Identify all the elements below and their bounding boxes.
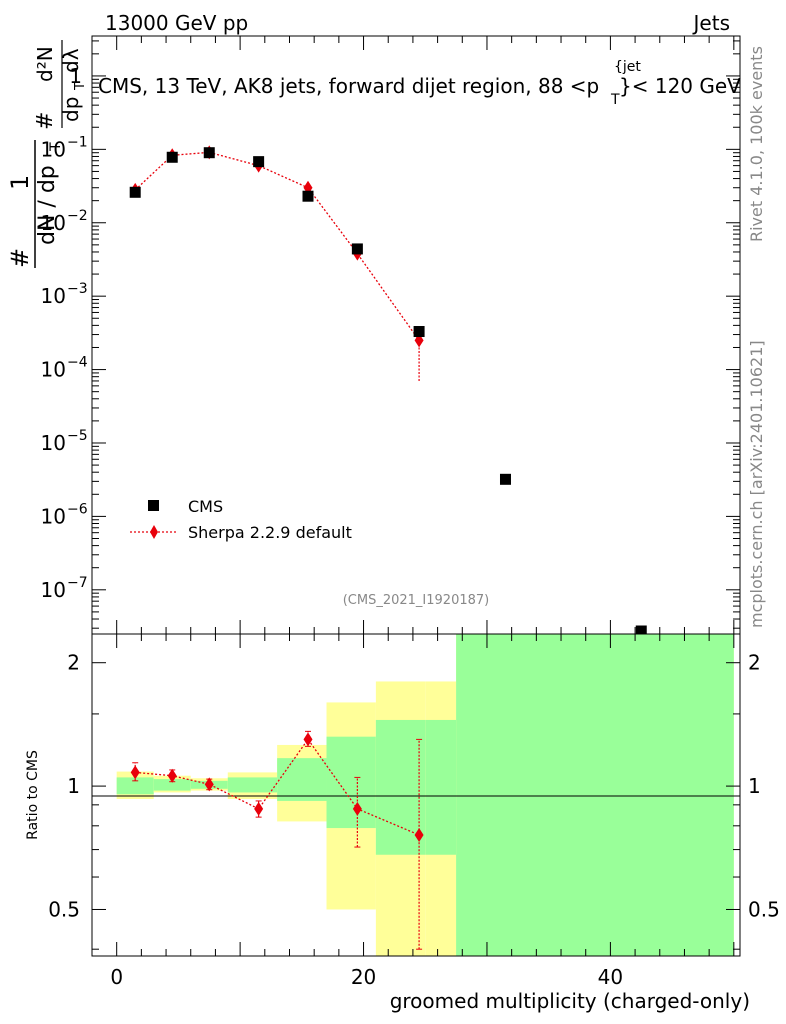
main-ytick-exponent: −2 (67, 208, 88, 224)
ratio-sherpa-point (303, 732, 313, 747)
cms-point (351, 243, 363, 255)
cms-point (302, 190, 314, 202)
cms-point (253, 156, 265, 168)
main-ytick-label: 1 (69, 64, 82, 88)
ratio-stat-band (116, 777, 154, 795)
ratio-stat-band (277, 758, 327, 801)
header-right: Jets (692, 11, 730, 35)
main-ytick-exponent: −1 (67, 134, 88, 150)
plot-title: CMS, 13 TeV, AK8 jets, forward dijet reg… (98, 59, 741, 108)
ratio-ticks: 0.5 0.51 12 20 20 40 (48, 634, 780, 989)
ratio-stat-band (425, 719, 457, 855)
ratio-frame (91, 633, 741, 957)
main-ytick-label: 10 (41, 431, 66, 455)
ratio-stat-band (456, 634, 734, 956)
sherpa-line (134, 151, 420, 341)
ylabel-den: dN / dp (35, 165, 60, 245)
main-ytick-exponent: −4 (67, 355, 88, 371)
legend-sherpa-marker (150, 525, 158, 539)
title-sup: {jet (614, 59, 641, 75)
title-end: }< 120 GeV (619, 74, 741, 98)
cms-point (635, 625, 647, 637)
xtick-label: 20 (351, 965, 376, 989)
title-main: CMS, 13 TeV, AK8 jets, forward dijet reg… (98, 74, 599, 98)
main-ytick-label: 10 (41, 284, 66, 308)
rivet-version-label: Rivet 4.1.0, 100k events (747, 46, 766, 242)
ratio-mc-series (130, 730, 424, 950)
ratio-ytick-label-right: 2 (748, 651, 761, 675)
main-data-series (129, 147, 647, 637)
ratio-ytick-label: 0.5 (48, 897, 80, 921)
main-ytick-label: 10 (41, 137, 66, 161)
main-ytick-label: 10 (41, 358, 66, 382)
main-ytick-exponent: −5 (67, 428, 88, 444)
main-ytick-label: 10 (41, 211, 66, 235)
ratio-sherpa-point (254, 801, 264, 816)
main-ytick-exponent: −6 (67, 501, 88, 517)
cms-point (129, 186, 141, 198)
ylabel-den-sub: T (48, 142, 64, 152)
mcplots-label: mcplots.cern.ch [arXiv:2401.10621] (747, 340, 766, 628)
ylabel-mid-sub: T (73, 82, 88, 91)
main-ytick-label: 10 (41, 504, 66, 528)
cms-point (203, 147, 215, 159)
ylabel-hash2: # (33, 112, 58, 130)
ratio-ytick-label: 1 (67, 774, 80, 798)
ratio-sherpa-point (414, 827, 424, 842)
ratio-ytick-label-right: 0.5 (748, 897, 780, 921)
main-ticks: 110−110−210−310−410−510−610−7 (41, 64, 740, 602)
ratio-y-axis-label: Ratio to CMS (25, 750, 41, 840)
ratio-ytick-label: 2 (67, 651, 80, 675)
ylabel-num-one: 1 (6, 175, 34, 190)
main-mc-series (130, 145, 424, 381)
main-ytick-exponent: −7 (67, 575, 88, 591)
main-ytick-label: 10 (41, 578, 66, 602)
ratio-stat-band (227, 777, 278, 793)
ratio-uncertainty-bands (116, 634, 734, 956)
ylabel-mid: dp (59, 97, 83, 122)
ratio-sherpa-point (204, 777, 214, 792)
ratio-ytick-label-right: 1 (748, 774, 761, 798)
legend-sherpa-label: Sherpa 2.2.9 default (188, 523, 352, 542)
ratio-panel: 0.5 0.51 12 20 20 40 (48, 633, 780, 989)
ratio-sherpa-point (352, 801, 362, 816)
ratio-stat-band (153, 779, 191, 791)
header-left: 13000 GeV pp (105, 11, 248, 35)
main-panel: 110−110−210−310−410−510−610−7 (41, 35, 741, 637)
ratio-sherpa-point (130, 765, 140, 780)
legend: CMS Sherpa 2.2.9 default (130, 497, 352, 542)
main-ytick-exponent: −3 (67, 281, 88, 297)
cms-point (413, 326, 425, 338)
x-axis-label: groomed multiplicity (charged-only) (390, 989, 750, 1013)
ylabel-top-den: dλ (59, 48, 83, 73)
ylabel-top: d²N (33, 46, 57, 82)
main-minor-ticks (92, 36, 740, 634)
ratio-stat-band (326, 736, 376, 829)
ylabel-num-hash: # (6, 248, 34, 268)
title-sub: T (610, 92, 620, 108)
ratio-sherpa-point (167, 768, 177, 783)
xtick-label: 0 (110, 965, 123, 989)
cms-point (499, 473, 511, 485)
analysis-watermark: (CMS_2021_I1920187) (343, 593, 490, 608)
xtick-label: 40 (598, 965, 623, 989)
cms-point (166, 151, 178, 163)
main-y-axis-label: # 1 dN / dp T # dp T d²N dλ (6, 40, 88, 268)
legend-cms-marker (148, 500, 159, 511)
legend-cms-label: CMS (188, 497, 223, 516)
